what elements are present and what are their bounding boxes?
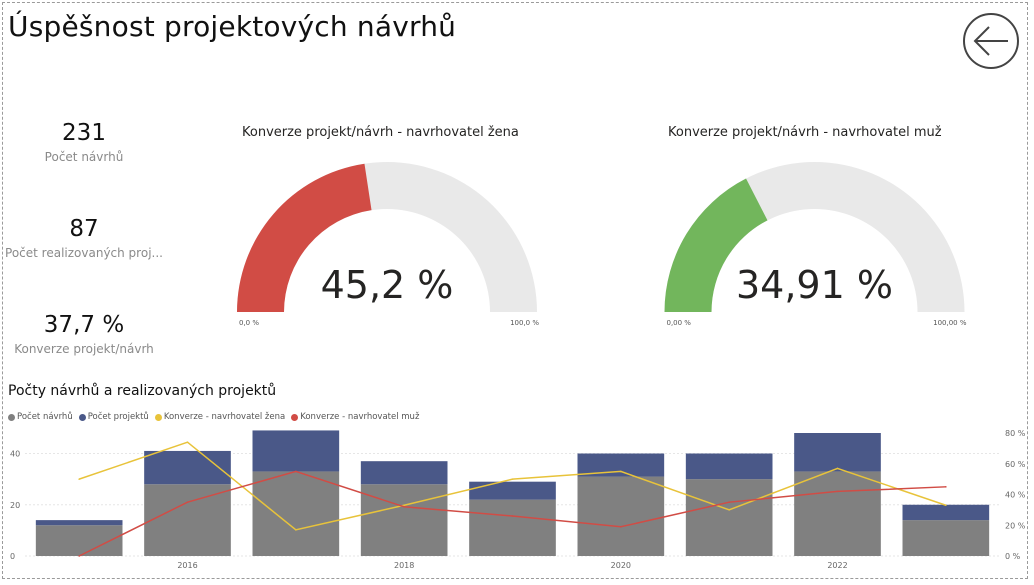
legend-item-conv-women[interactable]: Konverze - navrhovatel žena bbox=[154, 412, 285, 422]
line-point bbox=[511, 515, 514, 517]
gauge-fill bbox=[664, 178, 768, 312]
bar-projects bbox=[794, 433, 881, 472]
gauge-max-label: 100,00 % bbox=[933, 319, 967, 327]
gauge-min-label: 0,0 % bbox=[239, 319, 259, 327]
kpi-card-conversion: 37,7 % Konverze projekt/návrh bbox=[0, 312, 168, 356]
kpi-value: 37,7 % bbox=[43, 312, 125, 338]
line-point bbox=[295, 470, 297, 473]
y-tick-label-right: 60 % bbox=[1005, 460, 1026, 469]
line-point bbox=[945, 486, 947, 488]
bar-projects bbox=[252, 430, 340, 472]
y-tick-label-left: 20 bbox=[10, 501, 20, 510]
bar-proposals bbox=[902, 520, 990, 556]
bar-projects bbox=[360, 461, 448, 485]
gauge-title-women: Konverze projekt/návrh - navrhovatel žen… bbox=[242, 125, 519, 140]
line-point bbox=[620, 470, 622, 473]
report-canvas bbox=[2, 2, 1028, 579]
bar-proposals bbox=[469, 499, 556, 556]
x-tick-label: 2020 bbox=[611, 561, 631, 570]
kpi-label: Počet návrhů bbox=[44, 150, 124, 164]
line-point bbox=[836, 467, 839, 470]
line-point bbox=[511, 478, 514, 480]
combo-chart[interactable]: 0 20 40 0 % 20 % 40 % 60 % 80 % 2016 2018 2020 2022 bbox=[0, 425, 1034, 575]
bar-proposals bbox=[685, 479, 773, 556]
bar-projects bbox=[144, 450, 231, 485]
legend-dot-icon bbox=[154, 413, 162, 421]
bar-proposals bbox=[577, 476, 665, 556]
y-tick-label-right: 20 % bbox=[1005, 521, 1026, 530]
kpi-label: Počet realizovaných proj... bbox=[5, 246, 163, 260]
chart-title: Počty návrhů a realizovaných projektů bbox=[8, 383, 277, 399]
line-point bbox=[78, 555, 80, 557]
bar-proposals bbox=[360, 484, 448, 556]
legend-dot-icon bbox=[291, 413, 299, 421]
legend-item-projects[interactable]: Počet projektů bbox=[78, 412, 149, 422]
gauge-min-label: 0,00 % bbox=[667, 319, 692, 327]
legend-dot-icon bbox=[8, 413, 15, 421]
y-tick-label-left: 40 bbox=[10, 450, 20, 459]
x-tick-label: 2018 bbox=[394, 561, 414, 570]
y-tick-label-right: 40 % bbox=[1005, 491, 1026, 500]
bar-projects bbox=[577, 453, 665, 477]
back-arrow-icon bbox=[963, 13, 1019, 69]
bar-projects bbox=[469, 481, 556, 500]
gauge-value: 34,91 % bbox=[736, 263, 893, 307]
gauge-title-men: Konverze projekt/návrh - navrhovatel muž bbox=[668, 125, 942, 140]
line-point bbox=[728, 509, 730, 511]
line-point bbox=[945, 504, 947, 507]
gauge-fill bbox=[237, 163, 372, 312]
y-tick-label-right: 0 % bbox=[1005, 552, 1021, 561]
bar-projects bbox=[35, 520, 123, 526]
kpi-label: Konverze projekt/návrh bbox=[14, 342, 154, 356]
bar-projects bbox=[685, 453, 773, 480]
page-title: Úspěšnost projektových návrhů bbox=[8, 10, 457, 43]
line-point bbox=[186, 441, 189, 444]
bar-projects bbox=[902, 504, 990, 521]
y-tick-label-left: 0 bbox=[10, 552, 15, 561]
bar-proposals bbox=[252, 471, 340, 556]
x-tick-label: 2016 bbox=[177, 561, 197, 570]
legend-item-conv-men[interactable]: Konverze - navrhovatel muž bbox=[291, 412, 419, 422]
legend-dot-icon bbox=[78, 413, 86, 421]
back-button[interactable] bbox=[962, 12, 1020, 70]
kpi-card-projects: 87 Počet realizovaných proj... bbox=[0, 216, 168, 260]
gauge-value: 45,2 % bbox=[321, 263, 454, 307]
line-point bbox=[295, 529, 297, 531]
line-point bbox=[836, 490, 839, 493]
line-point bbox=[620, 525, 622, 528]
line-point bbox=[403, 504, 405, 507]
chart-legend[interactable]: Počet návrhů Počet projektů Konverze - n… bbox=[8, 410, 419, 424]
line-point bbox=[728, 501, 730, 503]
line-point bbox=[403, 506, 405, 508]
x-tick-label: 2022 bbox=[827, 561, 847, 570]
kpi-card-proposals: 231 Počet návrhů bbox=[0, 120, 168, 164]
gauge-max-label: 100,0 % bbox=[510, 319, 539, 327]
gauge-women[interactable]: 45,2 % 0,0 % 100,0 % bbox=[236, 158, 546, 333]
bar-proposals bbox=[794, 471, 881, 556]
gauge-men[interactable]: 34,91 % 0,00 % 100,00 % bbox=[661, 158, 976, 333]
y-tick-label-right: 80 % bbox=[1005, 429, 1026, 438]
kpi-value: 87 bbox=[69, 216, 99, 242]
bar-proposals bbox=[35, 525, 123, 556]
line-point bbox=[78, 478, 80, 480]
legend-item-proposals[interactable]: Počet návrhů bbox=[8, 412, 73, 422]
kpi-value: 231 bbox=[62, 120, 106, 146]
line-point bbox=[186, 501, 189, 503]
bar-proposals bbox=[144, 484, 231, 556]
